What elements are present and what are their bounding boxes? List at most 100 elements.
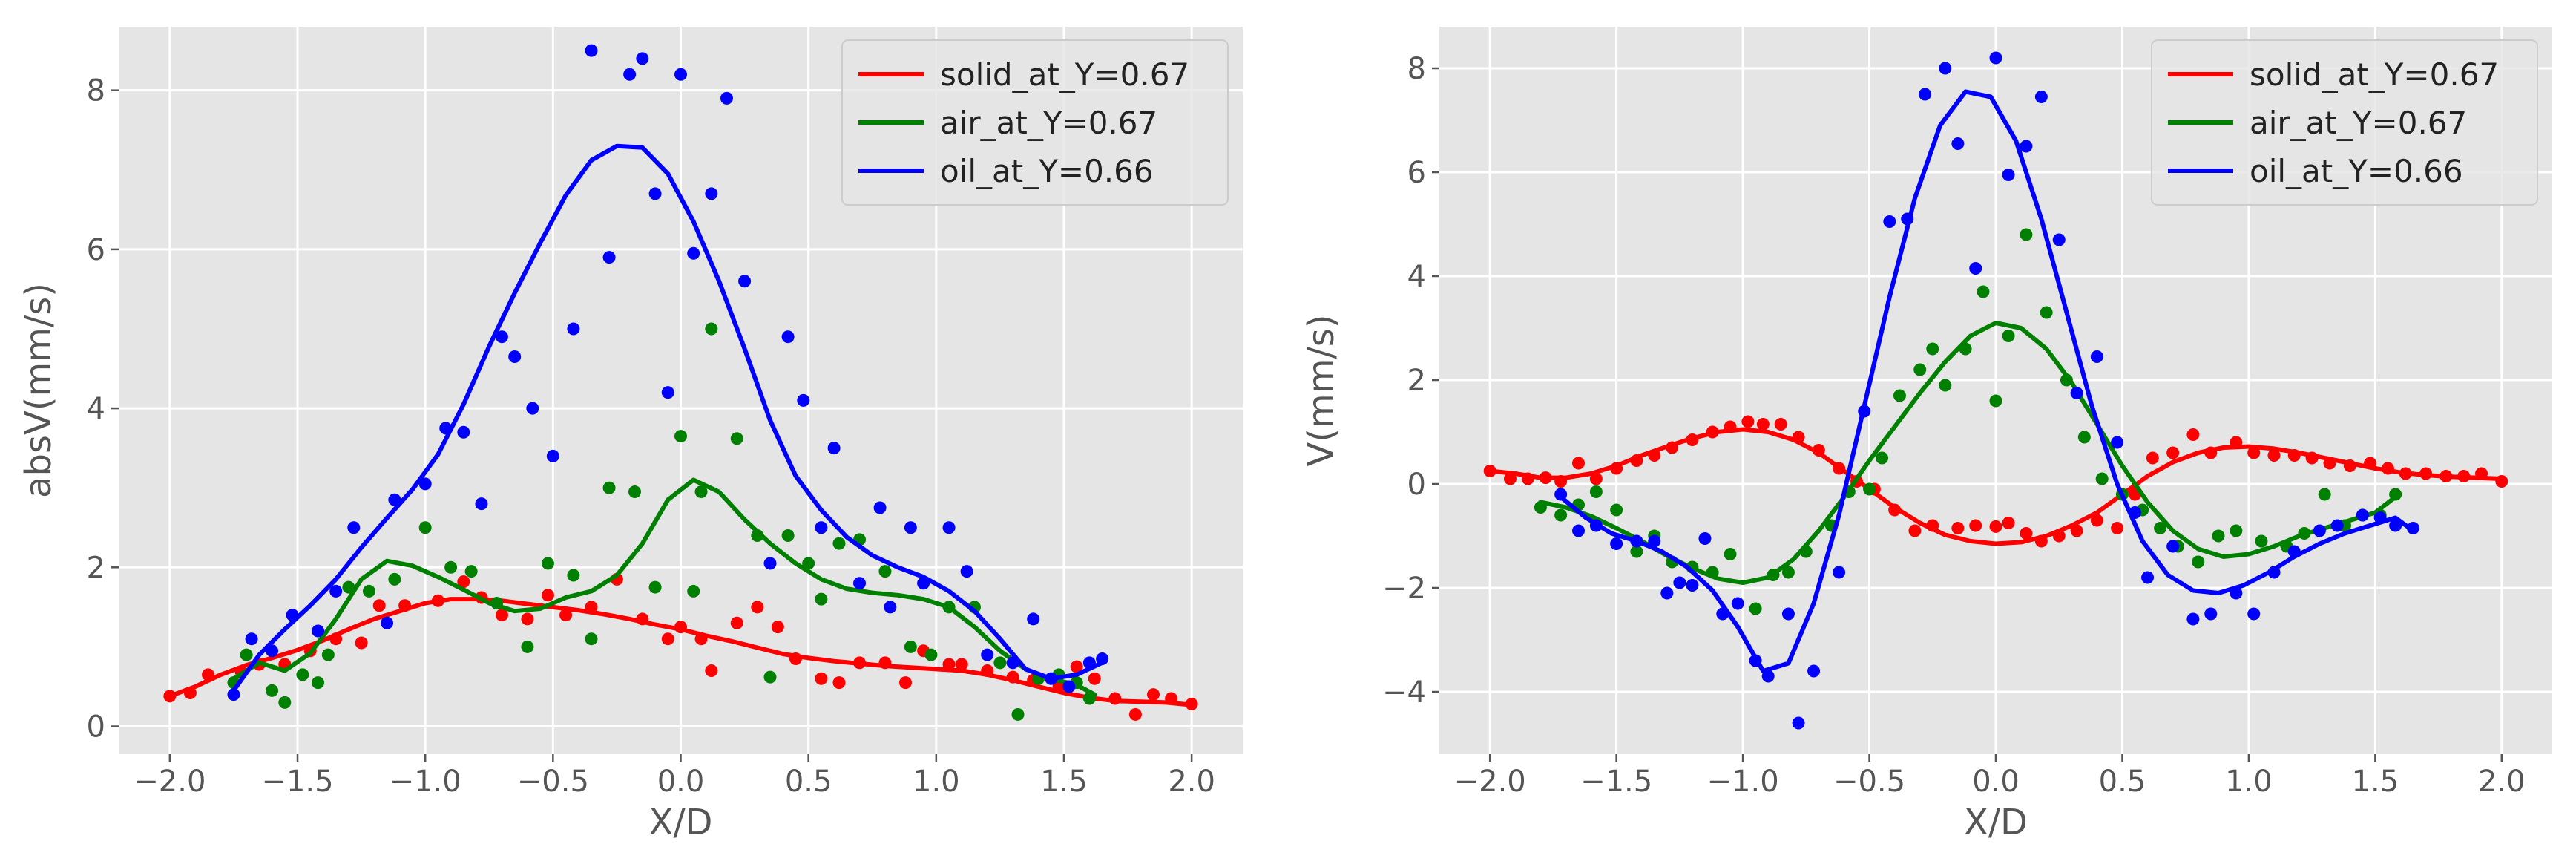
legend-label-oil-at-y-0-66: oil_at_Y=0.66 (940, 153, 1154, 189)
y-tick-label: −4 (1382, 675, 1426, 710)
data-point-oil-at-y-0-66 (1027, 612, 1040, 626)
data-point-air-at-y-0-67 (296, 668, 309, 681)
data-point-solid-at-y-0-67 (2166, 446, 2180, 459)
data-point-oil-at-y-0-66 (661, 386, 674, 399)
data-point-solid-at-y-0-67 (1741, 415, 1755, 428)
data-point-oil-at-y-0-66 (636, 52, 649, 65)
data-point-air-at-y-0-67 (2192, 555, 2205, 569)
data-point-air-at-y-0-67 (904, 640, 917, 653)
x-tick-label: 1.0 (913, 765, 960, 799)
data-point-air-at-y-0-67 (2077, 431, 2091, 444)
data-point-air-at-y-0-67 (240, 648, 253, 661)
data-point-oil-at-y-0-66 (2090, 350, 2103, 363)
data-point-oil-at-y-0-66 (2166, 540, 2180, 553)
data-point-air-at-y-0-67 (464, 565, 478, 578)
x-tick-label: −1.5 (261, 765, 333, 799)
x-tick-label: 0.0 (657, 765, 705, 799)
data-point-oil-at-y-0-66 (1062, 680, 1076, 693)
legend-box (2151, 39, 2538, 206)
x-tick-label: −1.0 (390, 765, 461, 799)
data-point-oil-at-y-0-66 (2052, 233, 2066, 246)
data-point-air-at-y-0-67 (2255, 534, 2268, 548)
data-point-oil-at-y-0-66 (981, 648, 994, 661)
data-point-air-at-y-0-67 (1610, 503, 1623, 517)
series-line-oil-at-y-0-66 (231, 143, 1105, 693)
data-point-air-at-y-0-67 (567, 569, 580, 582)
data-point-air-at-y-0-67 (1630, 545, 1643, 558)
series-line-solid-at-y-0-67 (1488, 427, 2504, 546)
x-tick-label: 0.5 (2099, 765, 2146, 799)
data-point-oil-at-y-0-66 (1939, 62, 1952, 75)
data-point-solid-at-y-0-67 (2070, 524, 2083, 537)
data-point-air-at-y-0-67 (1977, 285, 1990, 298)
data-point-air-at-y-0-67 (1876, 451, 1889, 465)
data-point-air-at-y-0-67 (1589, 485, 1603, 498)
data-point-air-at-y-0-67 (2020, 228, 2033, 241)
data-point-oil-at-y-0-66 (648, 187, 662, 200)
x-tick-label: 0.0 (1972, 765, 2020, 799)
y-tick-label: 6 (1407, 156, 1426, 190)
data-point-oil-at-y-0-66 (797, 393, 810, 407)
data-point-oil-at-y-0-66 (2070, 387, 2083, 399)
data-point-air-at-y-0-67 (418, 521, 432, 534)
data-point-solid-at-y-0-67 (2146, 451, 2159, 465)
data-point-oil-at-y-0-66 (1698, 532, 1712, 545)
data-point-air-at-y-0-67 (2230, 524, 2243, 537)
data-point-oil-at-y-0-66 (418, 477, 432, 491)
data-point-solid-at-y-0-67 (899, 676, 912, 690)
data-point-solid-at-y-0-67 (1146, 688, 1160, 701)
x-tick-label: 1.0 (2225, 765, 2273, 799)
data-point-air-at-y-0-67 (585, 632, 598, 646)
data-point-oil-at-y-0-66 (2313, 524, 2326, 537)
data-point-oil-at-y-0-66 (738, 275, 752, 288)
data-point-air-at-y-0-67 (1939, 379, 1952, 392)
series-oil-at-y-0-66 (227, 44, 1109, 701)
data-point-oil-at-y-0-66 (329, 584, 343, 598)
data-point-air-at-y-0-67 (2040, 306, 2053, 319)
data-point-oil-at-y-0-66 (347, 521, 361, 534)
data-point-oil-at-y-0-66 (2247, 607, 2261, 621)
data-point-oil-at-y-0-66 (827, 442, 841, 455)
series-oil-at-y-0-66 (1554, 51, 2419, 730)
data-point-oil-at-y-0-66 (763, 557, 777, 570)
data-point-air-at-y-0-67 (2154, 522, 2167, 534)
data-point-air-at-y-0-67 (1724, 548, 1737, 560)
data-point-oil-at-y-0-66 (1673, 576, 1686, 589)
data-point-air-at-y-0-67 (705, 322, 718, 336)
data-point-air-at-y-0-67 (802, 557, 815, 570)
plot-area (1483, 51, 2508, 730)
data-point-oil-at-y-0-66 (1610, 537, 1623, 550)
y-tick-label: 2 (1407, 364, 1426, 398)
data-point-oil-at-y-0-66 (884, 601, 897, 614)
data-point-air-at-y-0-67 (1913, 363, 1927, 376)
data-point-oil-at-y-0-66 (1686, 579, 1699, 592)
data-point-oil-at-y-0-66 (1833, 566, 1846, 579)
y-tick-label: 2 (87, 551, 105, 585)
data-point-oil-at-y-0-66 (623, 68, 637, 81)
data-point-oil-at-y-0-66 (2186, 612, 2200, 626)
plot-area (163, 44, 1198, 721)
data-point-air-at-y-0-67 (1989, 394, 2002, 408)
data-point-oil-at-y-0-66 (475, 497, 488, 511)
y-tick-label: 0 (87, 710, 105, 745)
data-point-oil-at-y-0-66 (1781, 607, 1795, 621)
x-tick-label: 1.5 (2352, 765, 2399, 799)
data-point-solid-at-y-0-67 (1969, 519, 1982, 532)
data-point-air-at-y-0-67 (321, 648, 335, 661)
data-point-solid-at-y-0-67 (1128, 707, 1142, 721)
y-tick-label: 4 (1407, 260, 1426, 294)
data-point-oil-at-y-0-66 (227, 688, 240, 701)
legend: solid_at_Y=0.67 air_at_Y=0.67 oil_at_Y=0.6… (841, 39, 1229, 206)
data-point-oil-at-y-0-66 (942, 521, 956, 534)
data-point-oil-at-y-0-66 (2356, 508, 2369, 522)
data-point-air-at-y-0-67 (687, 584, 700, 598)
data-point-solid-at-y-0-67 (355, 636, 368, 650)
y-tick-label: 0 (1407, 468, 1426, 502)
data-point-air-at-y-0-67 (674, 430, 687, 443)
series-line-solid-at-y-0-67 (167, 597, 1195, 707)
data-point-oil-at-y-0-66 (1572, 524, 1585, 537)
data-point-solid-at-y-0-67 (2186, 428, 2200, 441)
chart-absV: −2.0 −1.5 −1.0 −0.5 0.0 0.5 1.0 1.5 2.0 0 2 4 6 8 X/D a… (18, 27, 1243, 843)
data-point-oil-at-y-0-66 (1792, 716, 1805, 730)
data-point-oil-at-y-0-66 (381, 616, 394, 629)
